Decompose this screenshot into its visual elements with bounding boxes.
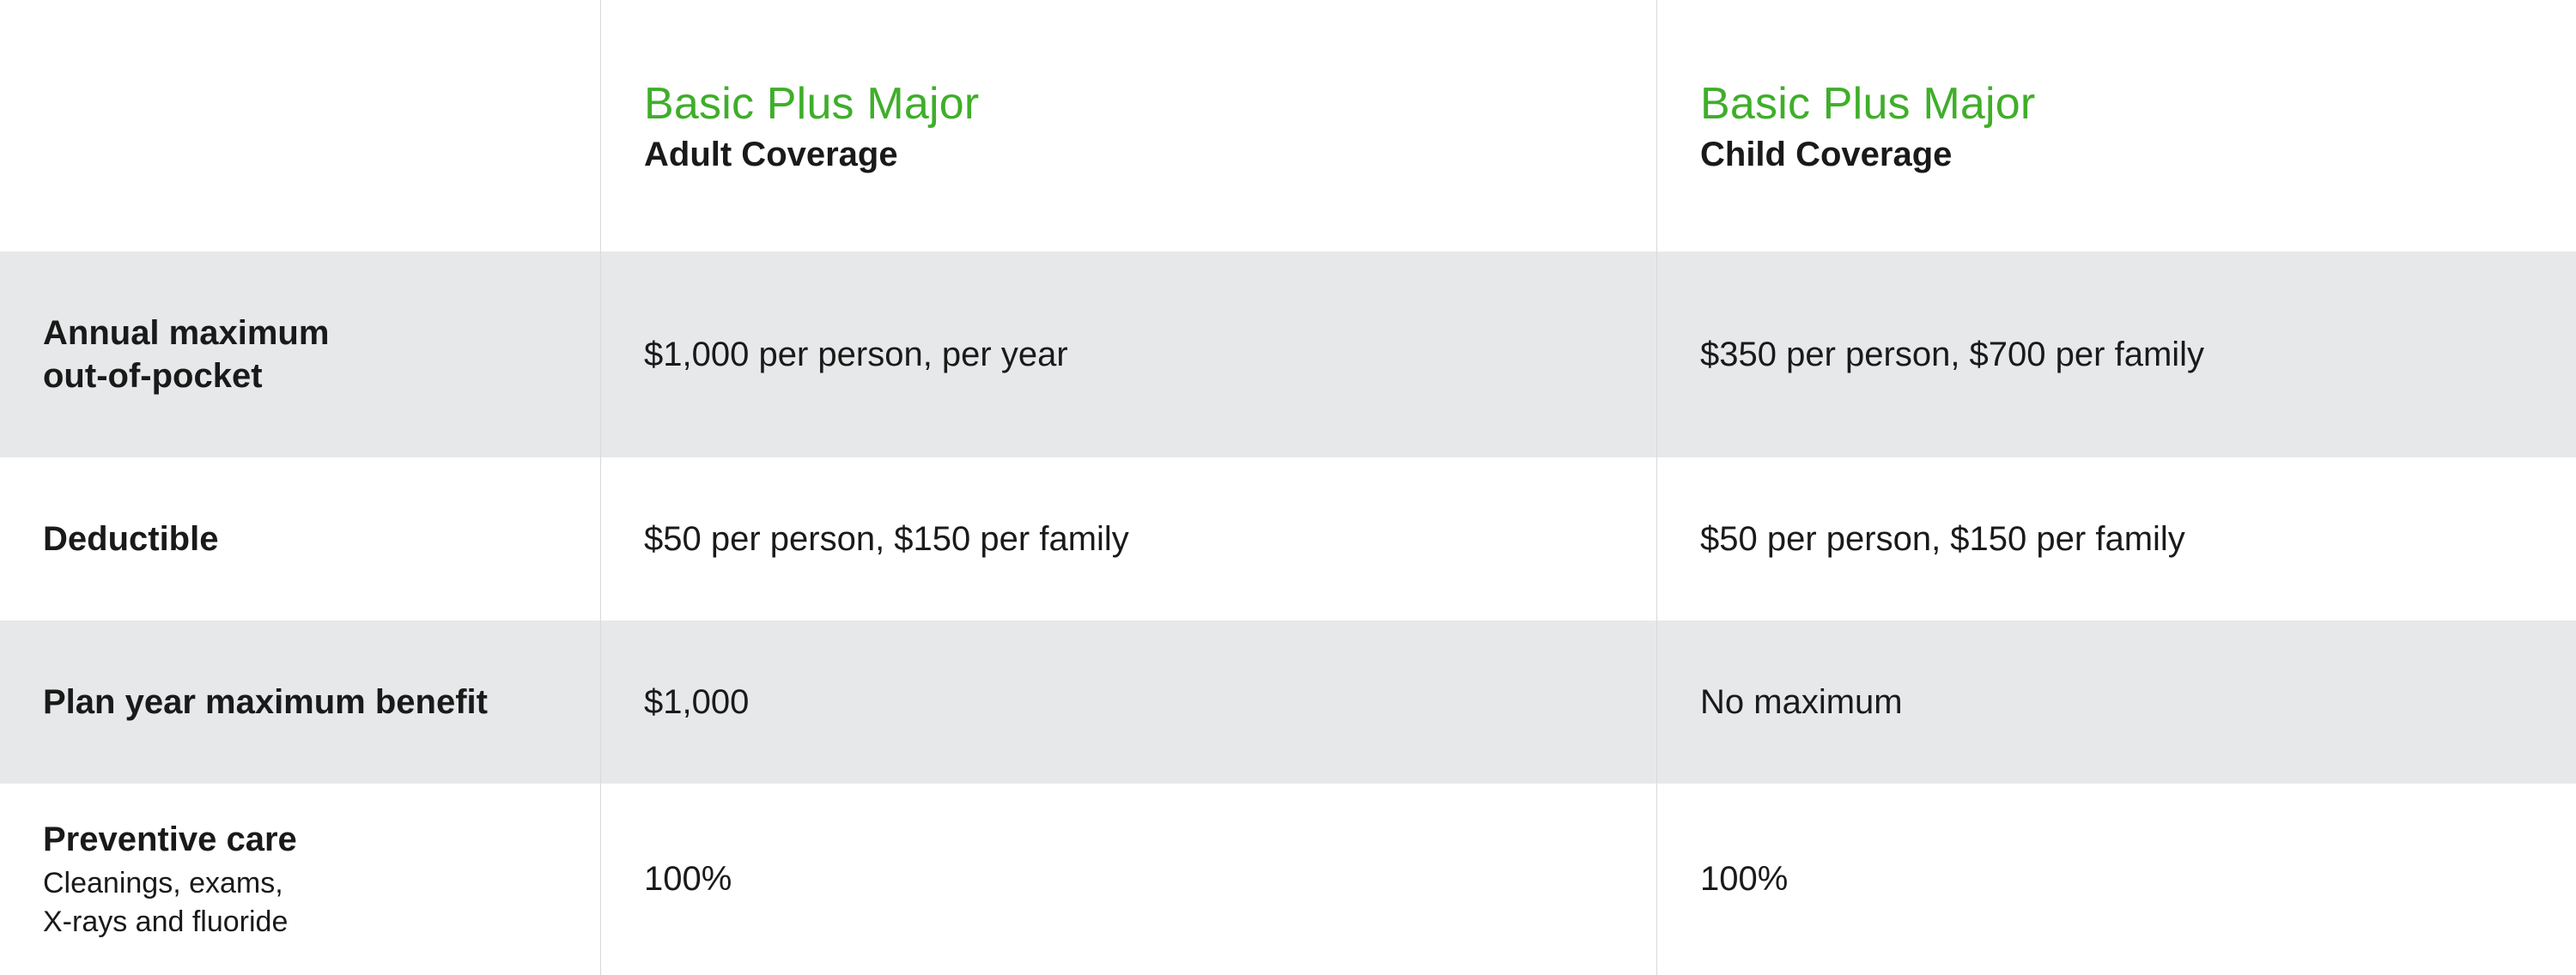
row-value: $350 per person, $700 per family — [1700, 336, 2533, 374]
row-value: 100% — [644, 860, 1613, 899]
row-label: Deductible — [43, 518, 557, 560]
row-sublabel: Cleanings, exams, X-rays and fluoride — [43, 864, 557, 940]
row-value: $50 per person, $150 per family — [1700, 520, 2533, 559]
plan-subtitle: Child Coverage — [1700, 136, 2533, 174]
table-row: Annual maximum out-of-pocket $1,000 per … — [0, 251, 2576, 457]
table-header-row: Basic Plus Major Adult Coverage Basic Pl… — [0, 0, 2576, 251]
row-value: $1,000 per person, per year — [644, 336, 1613, 374]
row-value-cell: $1,000 — [601, 621, 1657, 784]
row-label-line: out-of-pocket — [43, 357, 263, 395]
row-value: $50 per person, $150 per family — [644, 520, 1613, 559]
header-empty-cell — [0, 0, 601, 251]
plan-subtitle: Adult Coverage — [644, 136, 1613, 174]
coverage-table: Basic Plus Major Adult Coverage Basic Pl… — [0, 0, 2576, 975]
row-value: $1,000 — [644, 683, 1613, 722]
row-sublabel-line: Cleanings, exams, — [43, 867, 283, 899]
table-row: Preventive care Cleanings, exams, X-rays… — [0, 784, 2576, 974]
row-value: 100% — [1700, 860, 2533, 899]
row-label: Annual maximum out-of-pocket — [43, 312, 557, 397]
row-value-cell: 100% — [1657, 784, 2576, 974]
row-label-cell: Annual maximum out-of-pocket — [0, 251, 601, 457]
row-label: Plan year maximum benefit — [43, 681, 557, 724]
header-cell-child: Basic Plus Major Child Coverage — [1657, 0, 2576, 251]
row-value-cell: 100% — [601, 784, 1657, 974]
table-row: Plan year maximum benefit $1,000 No maxi… — [0, 621, 2576, 784]
plan-title: Basic Plus Major — [1700, 77, 2533, 130]
row-value-cell: No maximum — [1657, 621, 2576, 784]
row-label: Preventive care — [43, 818, 557, 861]
row-sublabel-line: X-rays and fluoride — [43, 905, 288, 938]
row-value: No maximum — [1700, 683, 2533, 722]
row-label-cell: Plan year maximum benefit — [0, 621, 601, 784]
header-cell-adult: Basic Plus Major Adult Coverage — [601, 0, 1657, 251]
row-value-cell: $350 per person, $700 per family — [1657, 251, 2576, 457]
row-label-line: Annual maximum — [43, 314, 329, 352]
row-value-cell: $50 per person, $150 per family — [601, 457, 1657, 621]
row-label-cell: Preventive care Cleanings, exams, X-rays… — [0, 784, 601, 974]
row-value-cell: $1,000 per person, per year — [601, 251, 1657, 457]
plan-title: Basic Plus Major — [644, 77, 1613, 130]
row-label-cell: Deductible — [0, 457, 601, 621]
row-value-cell: $50 per person, $150 per family — [1657, 457, 2576, 621]
table-row: Deductible $50 per person, $150 per fami… — [0, 457, 2576, 621]
